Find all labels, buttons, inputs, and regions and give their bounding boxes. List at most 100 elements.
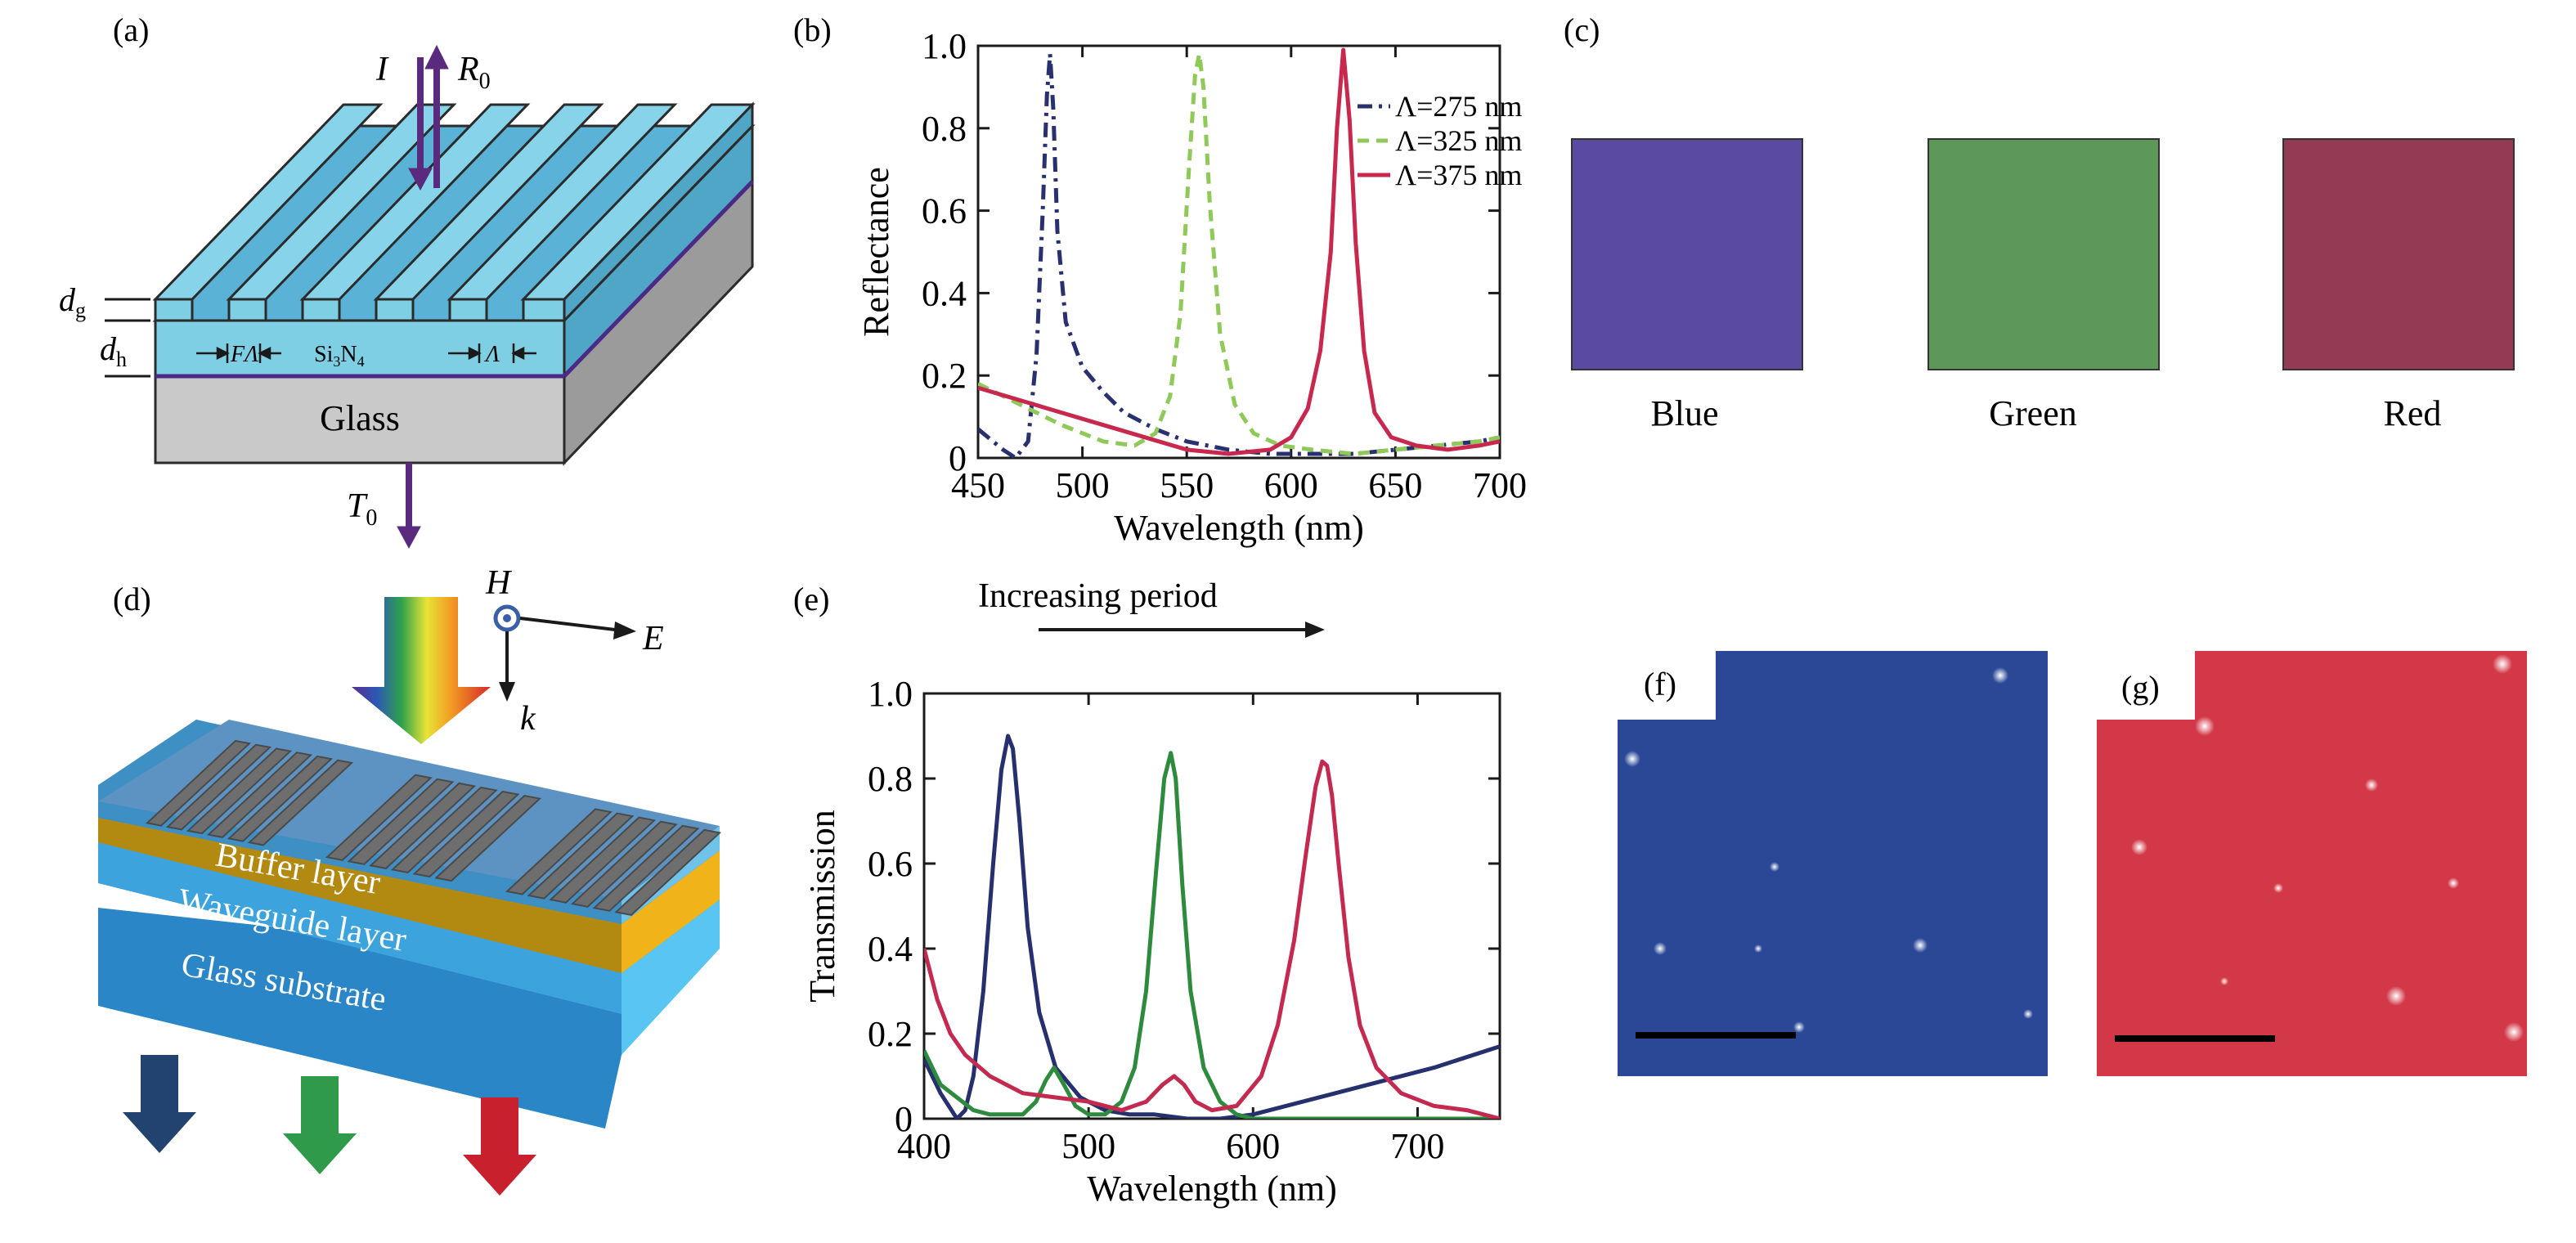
x-tick-label: 700 — [1473, 465, 1527, 505]
transmitted-arrowhead — [397, 526, 421, 550]
increasing-period-arrowhead — [1305, 622, 1325, 638]
grating-ridge — [448, 298, 488, 322]
micrograph-speck — [2448, 877, 2459, 889]
swatch-label-red: Red — [2384, 393, 2442, 433]
grating-stripe — [412, 790, 520, 878]
reflected-label: R0 — [457, 51, 491, 94]
scale-bar-g — [2115, 1035, 2275, 1042]
micrograph-speck — [1754, 945, 1762, 953]
dg-label: dg — [59, 281, 86, 322]
x-tick-label: 600 — [1264, 465, 1318, 505]
micrograph-blue — [1618, 651, 2048, 1076]
panel-a: (a) — [59, 11, 756, 550]
x-tick-label: 500 — [1056, 465, 1110, 505]
micrograph-speck — [2195, 716, 2215, 736]
legend-label: Λ=375 nm — [1395, 159, 1522, 191]
x-axis-label: Wavelength (nm) — [1114, 508, 1364, 548]
reflectance-chart: 450 500 550 600 650 700 0 0.2 0.4 0.6 0.8 1.0 Wavele… — [856, 26, 1527, 548]
output-arrow-red — [463, 1097, 536, 1196]
micrograph-speck — [1654, 942, 1667, 955]
micrograph-speck — [2023, 1009, 2033, 1019]
x-tick-label: 500 — [1061, 1126, 1115, 1166]
grating-stripe — [347, 778, 455, 865]
y-tick-label: 1.0 — [868, 674, 913, 714]
grating-stripe — [206, 752, 313, 838]
material-label: Si3N4 — [314, 342, 365, 370]
dh-label: dh — [100, 330, 127, 371]
y-tick-label: 0.6 — [922, 191, 967, 231]
scale-bar-f — [1636, 1032, 1796, 1039]
micrograph-speck — [2504, 1022, 2524, 1042]
micrograph-speck — [1770, 862, 1779, 872]
y-tick-label: 0.6 — [868, 844, 913, 884]
incident-arrowhead — [408, 168, 433, 191]
plot-frame — [922, 692, 1501, 1120]
swatch-red — [2282, 138, 2515, 370]
micrograph-red — [2097, 651, 2527, 1076]
panel-f-letter: (f) — [1644, 666, 1676, 702]
grating-stripe — [434, 794, 542, 882]
grating-ridge — [154, 298, 194, 322]
swatch-blue — [1571, 138, 1803, 370]
grating-stripe — [247, 759, 354, 846]
micrograph-speck — [2386, 986, 2406, 1006]
panel-e: (e) Increasing period 400 500 600 700 0 0.2 0.… — [793, 577, 1501, 1209]
grating-ridge — [522, 298, 566, 322]
series-line — [924, 751, 1500, 1119]
grating-stripe — [614, 828, 722, 916]
micrograph-speck — [2493, 654, 2512, 674]
e-field-axis — [519, 617, 616, 631]
panel-g: (g) — [2097, 651, 2527, 1076]
micrograph-speck — [2365, 779, 2378, 792]
micrograph-blue-specks — [1624, 667, 2033, 1033]
grating-stripe — [570, 820, 678, 908]
h-field-dot-center — [503, 614, 511, 622]
h-label: H — [485, 564, 513, 602]
white-light-arrow — [352, 597, 491, 744]
y-axis-label: Transmission — [802, 810, 842, 1003]
y-tick-label: 1.0 — [922, 26, 967, 66]
series-line — [978, 47, 1500, 456]
grating-stripe — [165, 743, 272, 831]
y-axis-label: Reflectance — [856, 167, 896, 337]
micrograph-red-specks — [2131, 654, 2524, 1042]
period-label: Λ — [483, 342, 500, 367]
micrograph-speck — [2220, 977, 2228, 985]
legend-label: Λ=325 nm — [1395, 124, 1522, 157]
grating-stripe — [186, 747, 293, 835]
y-tick-label: 0 — [949, 438, 967, 478]
transmitted-label: T0 — [347, 487, 377, 531]
x-tick-label: 400 — [897, 1126, 951, 1166]
y-tick-label: 0.4 — [922, 273, 967, 313]
panel-b: (b) 450 500 550 600 650 700 0 0.2 0.4 0.6 0.8 1.0 Wa… — [793, 11, 1527, 548]
swatch-green — [1928, 138, 2160, 370]
grating-ridge — [301, 298, 341, 322]
x-axis-label: Wavelength (nm) — [1087, 1169, 1337, 1209]
transmission-chart: 400 500 600 700 0 0.2 0.4 0.6 0.8 1.0 Wavelength (… — [802, 674, 1501, 1209]
grating-stripe — [527, 812, 635, 900]
incident-reflected-arrows — [397, 44, 449, 550]
grating-stripe — [145, 739, 252, 827]
panel-f: (f) — [1618, 651, 2048, 1076]
waveguide-interface-side — [563, 180, 754, 378]
micrograph-speck — [1793, 1021, 1805, 1033]
x-tick-label: 650 — [1368, 465, 1422, 505]
micrograph-speck — [2273, 883, 2283, 893]
panel-c-letter: (c) — [1564, 11, 1600, 48]
e-label: E — [642, 620, 664, 657]
output-arrow-blue — [123, 1055, 196, 1153]
grating-ridge — [227, 298, 267, 322]
reflected-arrowhead — [424, 44, 449, 70]
output-arrow-green — [283, 1076, 357, 1174]
grating-stripe — [369, 782, 477, 869]
panel-a-letter: (a) — [113, 11, 149, 48]
series-line — [924, 759, 1500, 1119]
grating-stripe — [325, 774, 433, 861]
grating-stripe — [505, 808, 613, 895]
panel-b-letter: (b) — [793, 11, 832, 48]
x-tick-label: 600 — [1226, 1126, 1280, 1166]
plot-frame — [976, 44, 1501, 460]
y-tick-label: 0.2 — [868, 1014, 913, 1054]
panel-g-letter: (g) — [2121, 669, 2160, 706]
